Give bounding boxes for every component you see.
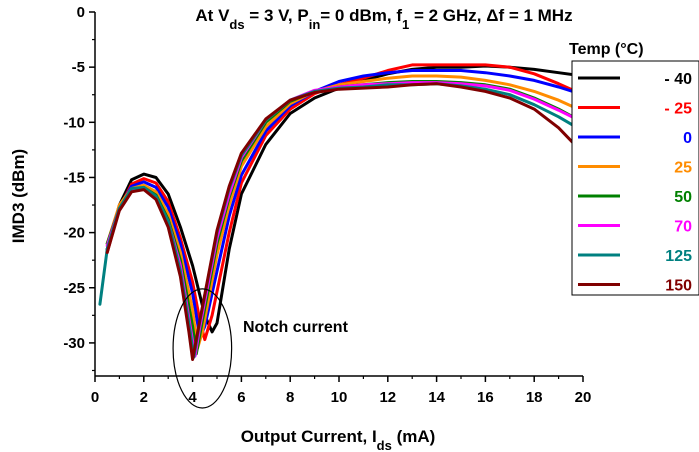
x-tick-label: 0 <box>91 389 99 406</box>
legend-label-2: 0 <box>683 130 692 147</box>
x-tick-label: 14 <box>428 389 445 406</box>
x-axis-title: Output Current, Ids (mA) <box>241 427 436 452</box>
legend-title: Temp (°C) <box>569 41 644 58</box>
y-tick-label: -15 <box>63 169 85 186</box>
y-ticks: 0 -5 -10 -15 -20 -25 -30 <box>63 4 95 372</box>
y-axis-title: IMD3 (dBm) <box>9 149 28 243</box>
x-tick-label: 8 <box>286 389 294 406</box>
legend-label-7: 150 <box>665 278 692 295</box>
x-tick-label: 12 <box>379 389 396 406</box>
legend-label-6: 125 <box>665 248 692 265</box>
series-line-3 <box>105 74 583 350</box>
series-line-1 <box>105 63 583 342</box>
series-line-0 <box>105 64 583 334</box>
y-tick-label: -20 <box>63 225 85 242</box>
x-tick-label: 16 <box>477 389 494 406</box>
y-tick-label: -10 <box>63 114 85 131</box>
y-tick-label: -5 <box>72 59 85 76</box>
x-tick-label: 18 <box>526 389 543 406</box>
notch-current-label: Notch current <box>243 319 349 336</box>
legend-label-4: 50 <box>674 189 692 206</box>
series-line-2 <box>105 69 583 339</box>
legend-items: - 40 - 25 0 25 50 70 125 150 <box>578 71 692 295</box>
legend-label-5: 70 <box>674 219 692 236</box>
legend-label-3: 25 <box>674 160 692 177</box>
y-tick-label: -30 <box>63 335 85 352</box>
legend-label-1: - 25 <box>664 101 692 118</box>
series-group <box>98 63 583 361</box>
series-line-7 <box>105 82 583 361</box>
x-tick-label: 2 <box>140 389 148 406</box>
y-tick-label: 0 <box>77 4 85 21</box>
legend-label-0: - 40 <box>664 71 692 88</box>
y-tick-label: -25 <box>63 280 85 297</box>
x-tick-label: 6 <box>237 389 245 406</box>
notch-current-ellipse <box>172 288 233 409</box>
x-ticks: 0 2 4 6 8 10 12 14 16 18 20 <box>91 376 592 406</box>
x-tick-label: 10 <box>331 389 348 406</box>
x-tick-label: 20 <box>575 389 592 406</box>
x-tick-label: 4 <box>188 389 197 406</box>
chart-title: At Vds = 3 V, Pin= 0 dBm, f1 = 2 GHz, Δf… <box>195 6 572 32</box>
